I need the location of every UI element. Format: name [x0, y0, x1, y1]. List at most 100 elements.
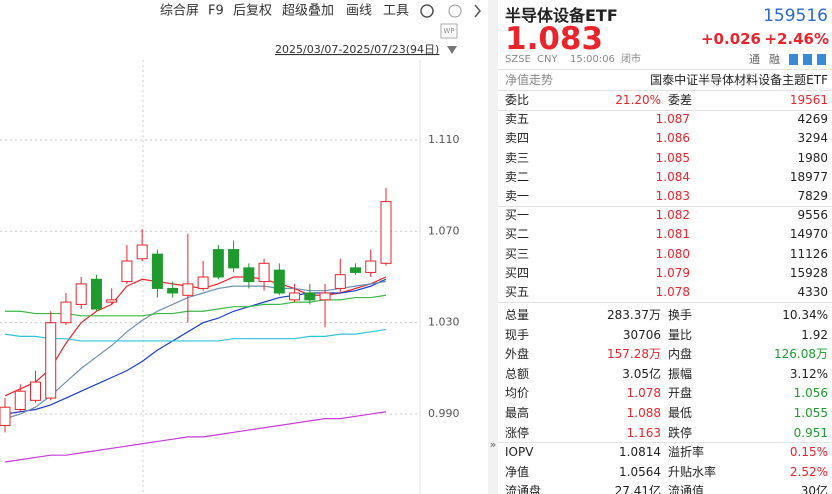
book-volume: 11126 — [789, 246, 828, 261]
stat-label: 均价 — [505, 386, 530, 401]
candle-body — [167, 287, 179, 294]
candle-body — [258, 262, 270, 283]
book-volume: 15928 — [789, 265, 828, 280]
candle-body — [228, 249, 240, 269]
stat-label: 净值 — [505, 464, 530, 479]
stat-value: 3.12% — [789, 366, 828, 381]
separator — [498, 90, 832, 91]
stat-value: 283.37万 — [607, 308, 661, 322]
flag-icon[interactable] — [817, 54, 826, 65]
stat-label: 振幅 — [668, 366, 693, 381]
stat-value: 1.078 — [626, 386, 661, 401]
dropdown-arrow[interactable] — [447, 46, 457, 54]
moving-average — [4, 328, 387, 342]
toolbar-button[interactable]: 后复权 — [233, 3, 272, 19]
book-volume: 14970 — [789, 227, 828, 242]
separator — [498, 442, 832, 444]
settings-icon[interactable] — [420, 4, 434, 18]
stat-value: 0.951 — [793, 425, 828, 440]
book-level: 买五 — [505, 285, 530, 300]
stat-value: 1.0814 — [619, 445, 661, 460]
stat-value: 10.34% — [782, 308, 828, 322]
book-price: 1.087 — [655, 112, 690, 126]
candle-body — [334, 274, 346, 289]
stat-label: 涨停 — [505, 425, 530, 440]
toolbar-button[interactable]: 超级叠加 — [282, 4, 334, 19]
bell-icon[interactable] — [803, 54, 812, 65]
stat-value: 1.0564 — [619, 464, 661, 479]
book-volume: 4269 — [797, 112, 828, 126]
exchange: SZSE — [505, 54, 531, 65]
order-ratio-value: 19561 — [789, 93, 828, 107]
splitter[interactable] — [488, 0, 498, 494]
stat-label: 总额 — [505, 366, 530, 381]
toolbar-button[interactable]: F9 — [208, 4, 224, 19]
book-price: 1.081 — [655, 227, 690, 242]
stat-label: 流通值 — [668, 484, 705, 494]
security-name: 半导体设备ETF — [505, 6, 618, 25]
nav-trend: 净值走势 — [505, 73, 554, 87]
candle-body — [0, 406, 11, 426]
separator — [498, 302, 832, 303]
candle-body — [182, 283, 194, 296]
security-code: 159516 — [763, 6, 828, 26]
candle-body — [75, 283, 87, 305]
candle-body — [151, 253, 163, 289]
stat-value: 1.163 — [626, 425, 661, 440]
wp-icon[interactable] — [440, 23, 458, 39]
candle-body — [14, 390, 26, 410]
status: 闭市 — [621, 54, 641, 65]
candle-body — [29, 381, 41, 401]
circle-icon[interactable] — [448, 4, 462, 18]
book-volume: 7829 — [797, 189, 828, 204]
book-volume: 4330 — [797, 285, 828, 300]
stat-label: 流通盘 — [505, 484, 542, 494]
date-range[interactable]: 2025/03/07-2025/07/23(94日) — [275, 43, 439, 56]
stat-value: 1.92 — [801, 327, 828, 342]
stat-label: 量比 — [668, 327, 693, 342]
book-volume: 9556 — [797, 208, 828, 222]
stat-label: 跌停 — [668, 425, 693, 440]
candle-body — [365, 260, 377, 273]
order-ratio-label: 委差 — [668, 93, 693, 107]
candle-body — [380, 201, 392, 264]
book-level: 卖一 — [505, 189, 530, 204]
stat-value: 3.05亿 — [622, 366, 661, 381]
candle-body — [136, 244, 148, 260]
expand-icon[interactable]: » — [490, 438, 497, 451]
moving-average — [4, 280, 387, 420]
toolbar-button[interactable]: 画线 — [346, 4, 372, 19]
stat-label: 最低 — [668, 406, 693, 420]
next-icon[interactable] — [474, 4, 481, 18]
book-level: 买一 — [505, 208, 530, 222]
book-price: 1.085 — [655, 150, 690, 165]
stat-value: 30亿 — [800, 484, 828, 494]
y-tick-label: 0.990 — [428, 407, 460, 420]
book-level: 卖五 — [505, 112, 530, 126]
stat-value: 1.055 — [793, 406, 828, 420]
y-tick-label: 1.110 — [428, 133, 460, 146]
book-level: 买四 — [505, 265, 530, 280]
pen-icon[interactable] — [789, 54, 798, 65]
candle-body — [319, 292, 331, 301]
book-price: 1.078 — [655, 285, 690, 300]
tag: 通 — [749, 53, 760, 66]
stat-label: 开盘 — [668, 386, 693, 401]
kline-chart: 2025/03/07-2025/07/23(94日) WP 综合屏 F9 后复权 超级… — [0, 3, 481, 494]
stat-label: 最高 — [505, 406, 530, 420]
currency: CNY — [537, 54, 558, 65]
book-level: 卖二 — [505, 169, 530, 184]
book-level: 买二 — [505, 227, 530, 242]
last-price: 1.083 — [505, 21, 604, 57]
stat-value: 157.28万 — [607, 347, 661, 362]
stat-value: 2.52% — [789, 464, 828, 479]
y-tick-label: 1.030 — [428, 316, 460, 329]
toolbar-button[interactable]: 工具 — [383, 4, 409, 19]
candle-body — [197, 276, 209, 289]
candle-body — [304, 292, 316, 301]
change: +0.026 — [700, 30, 761, 48]
toolbar-button[interactable]: 综合屏 — [160, 4, 199, 19]
full-name: 国泰中证半导体材料设备主题ETF — [650, 73, 828, 87]
stat-label: 外盘 — [505, 347, 530, 362]
candle-body — [212, 249, 224, 278]
